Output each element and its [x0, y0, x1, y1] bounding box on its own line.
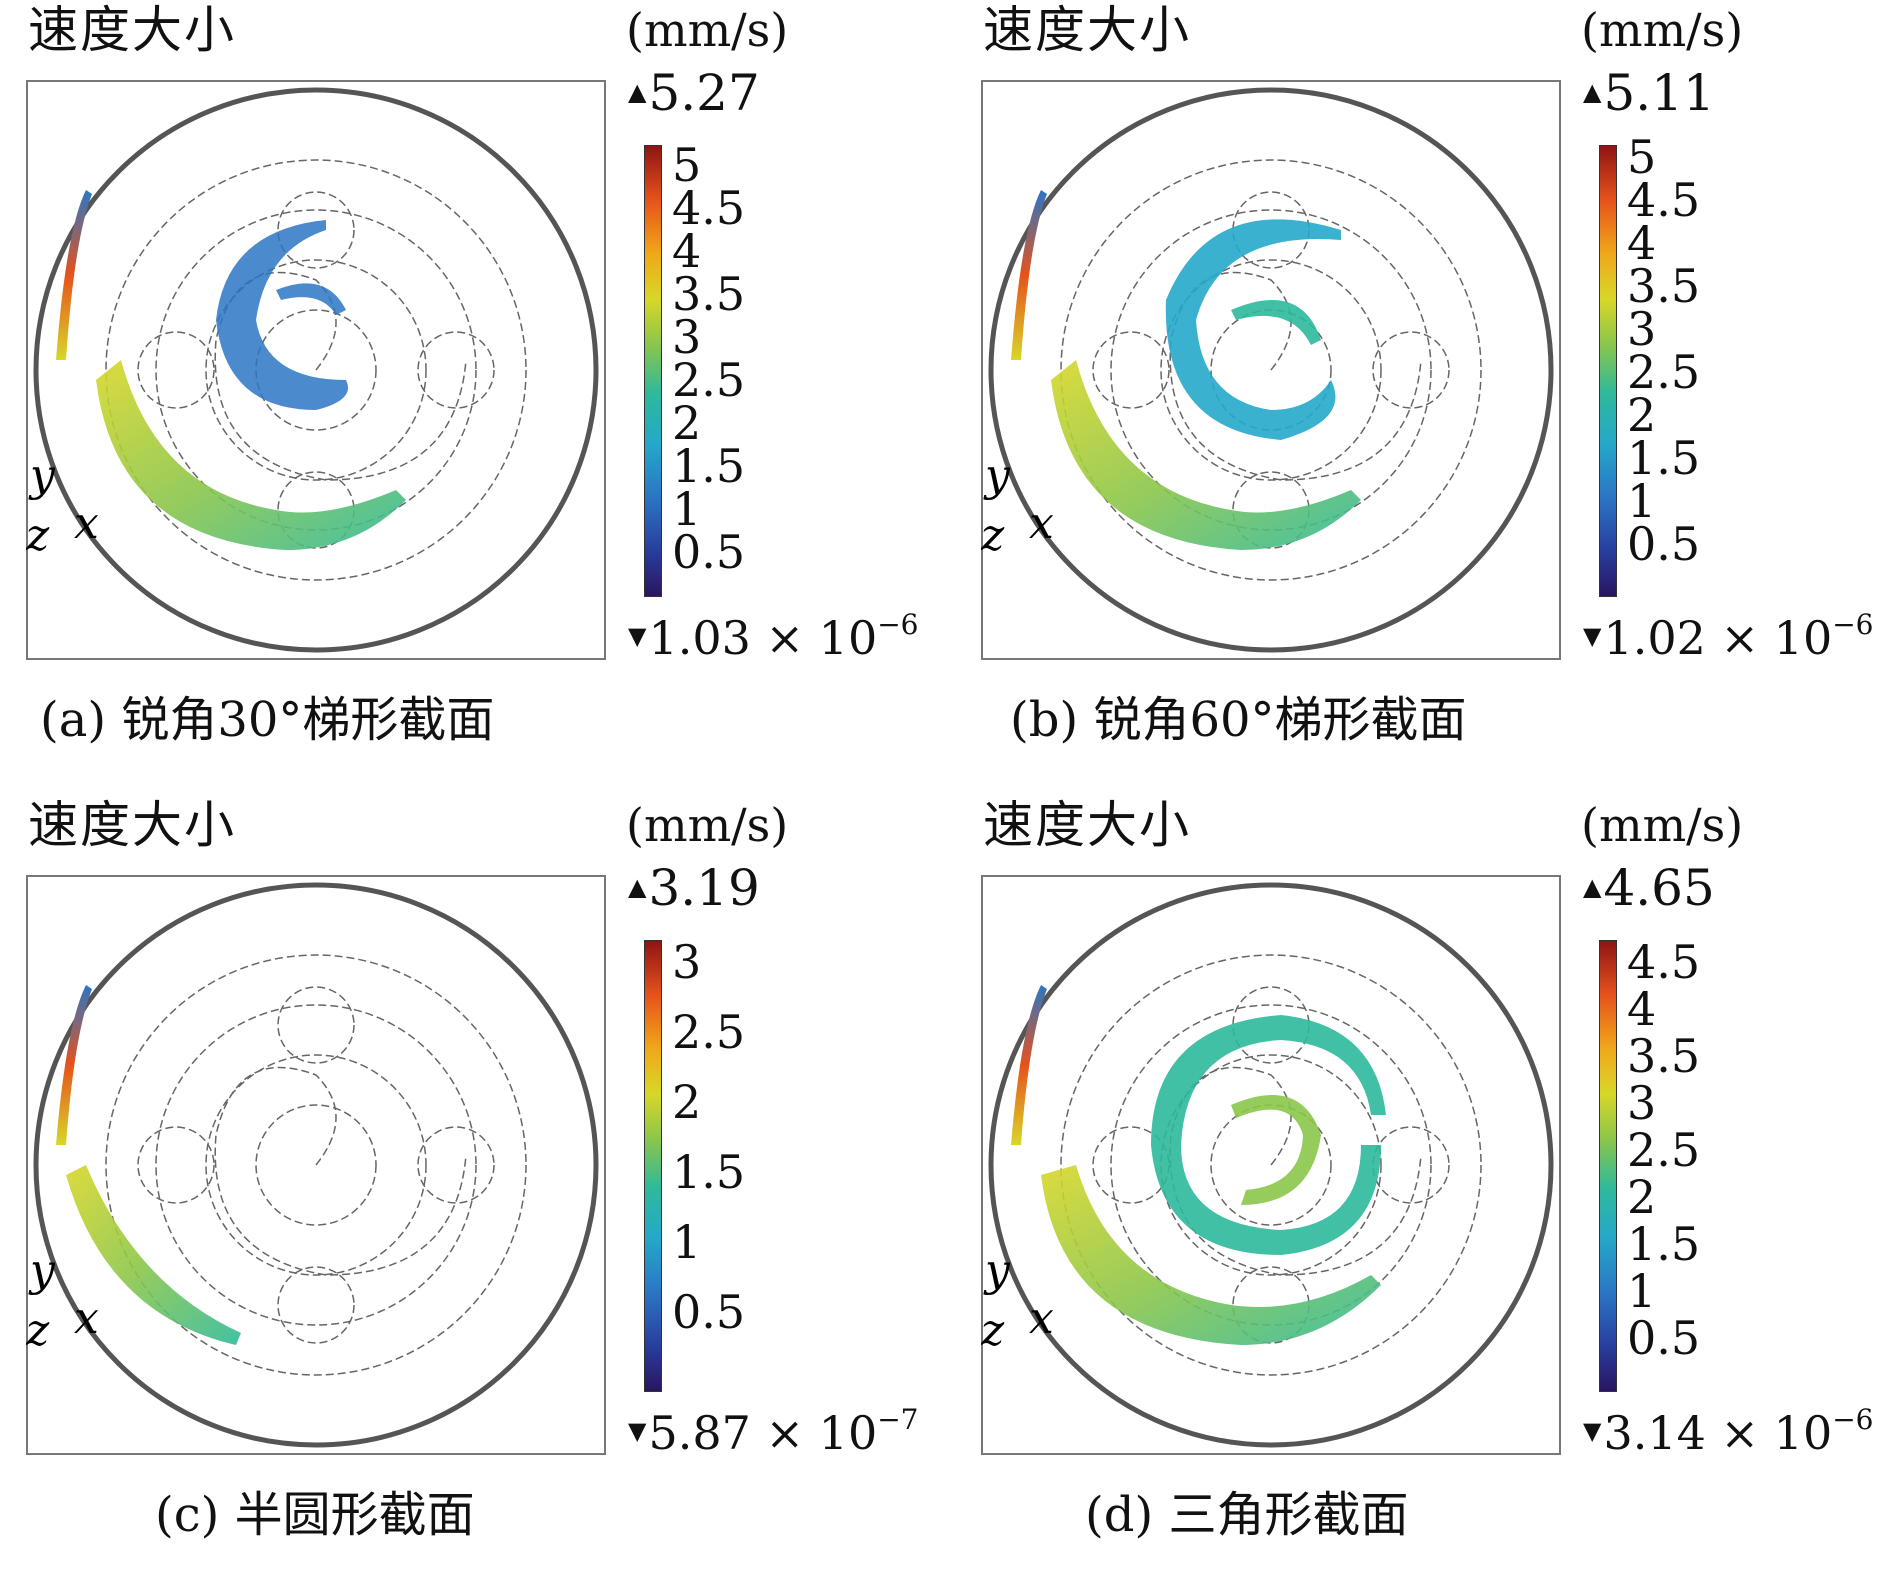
- velocity-plot: y z x: [26, 875, 606, 1455]
- velocity-plot: y z x: [981, 875, 1561, 1455]
- max-triangle-icon: ▲: [628, 873, 647, 901]
- max-value: ▲3.19: [628, 859, 760, 917]
- unit-label: (mm/s): [1581, 798, 1744, 852]
- unit-label: (mm/s): [626, 3, 789, 57]
- quantity-label: 速度大小: [28, 1, 236, 59]
- max-triangle-icon: ▲: [628, 78, 647, 106]
- panel-c: 速度大小 (mm/s) ▲3.19 y z x 3 2.5 2 1.5 1 0.…: [0, 795, 940, 1585]
- tick-label: 1.5: [672, 439, 746, 493]
- tick-label: 3: [1627, 302, 1657, 356]
- min-value: ▼5.87 × 10−7: [628, 1403, 919, 1460]
- axis-y-label: y: [983, 450, 1011, 501]
- panel-b: 速度大小 (mm/s) ▲5.11 y z x 5 4.5 4 3.5 3 2.…: [955, 0, 1888, 790]
- axis-z-label: z: [26, 1305, 50, 1356]
- tick-label: 3.5: [1627, 259, 1701, 313]
- axis-x-label: x: [74, 1293, 99, 1344]
- tick-label: 5: [672, 138, 702, 192]
- axis-z-label: z: [26, 510, 50, 561]
- velocity-plot: y z x: [26, 80, 606, 660]
- tick-label: 4.5: [1627, 173, 1701, 227]
- colorbar: [1599, 145, 1617, 597]
- tick-label: 1: [672, 1215, 702, 1269]
- tick-label: 2: [672, 1075, 702, 1129]
- axis-x-label: x: [74, 498, 99, 549]
- tick-label: 3.5: [672, 267, 746, 321]
- colorbar-ticks: 5 4.5 4 3.5 3 2.5 2 1.5 1 0.5: [672, 138, 782, 595]
- tick-label: 4.5: [672, 181, 746, 235]
- tick-label: 4.5: [1627, 935, 1701, 989]
- tick-label: 1.5: [672, 1145, 746, 1199]
- max-value: ▲4.65: [1583, 859, 1715, 917]
- min-triangle-icon: ▼: [628, 1417, 647, 1445]
- tick-label: 0.5: [1627, 1311, 1701, 1365]
- min-triangle-icon: ▼: [1583, 622, 1602, 650]
- tick-label: 3: [672, 935, 702, 989]
- tick-label: 4: [1627, 216, 1657, 270]
- quantity-label: 速度大小: [983, 1, 1191, 59]
- velocity-plot: y z x: [981, 80, 1561, 660]
- caption: (a) 锐角30°梯形截面: [40, 692, 495, 748]
- max-value: ▲5.27: [628, 64, 760, 122]
- panel-d: 速度大小 (mm/s) ▲4.65 y z x 4.5 4 3.5 3 2.5 …: [955, 795, 1888, 1585]
- quantity-label: 速度大小: [983, 796, 1191, 854]
- caption: (d) 三角形截面: [1085, 1487, 1409, 1543]
- tick-label: 2.5: [1627, 1123, 1701, 1177]
- tick-label: 3: [672, 310, 702, 364]
- max-triangle-icon: ▲: [1583, 873, 1602, 901]
- tick-label: 1: [1627, 474, 1657, 528]
- quantity-label: 速度大小: [28, 796, 236, 854]
- colorbar: [1599, 940, 1617, 1392]
- unit-label: (mm/s): [1581, 3, 1744, 57]
- tick-label: 0.5: [1627, 517, 1701, 571]
- min-triangle-icon: ▼: [1583, 1417, 1602, 1445]
- min-value: ▼3.14 × 10−6: [1583, 1403, 1874, 1460]
- tick-label: 3: [1627, 1076, 1657, 1130]
- axis-z-label: z: [981, 1305, 1005, 1356]
- tick-label: 4: [1627, 982, 1657, 1036]
- tick-label: 0.5: [672, 1285, 746, 1339]
- tick-label: 3.5: [1627, 1029, 1701, 1083]
- tick-label: 2.5: [672, 1005, 746, 1059]
- tick-label: 1.5: [1627, 431, 1701, 485]
- min-value: ▼1.03 × 10−6: [628, 608, 919, 665]
- tick-label: 2.5: [1627, 345, 1701, 399]
- tick-label: 1.5: [1627, 1217, 1701, 1271]
- tick-label: 1: [672, 482, 702, 536]
- max-triangle-icon: ▲: [1583, 78, 1602, 106]
- tick-label: 0.5: [672, 525, 746, 579]
- tick-label: 2: [672, 396, 702, 450]
- tick-label: 2: [1627, 1170, 1657, 1224]
- colorbar: [644, 940, 662, 1392]
- max-value: ▲5.11: [1583, 64, 1715, 122]
- unit-label: (mm/s): [626, 798, 789, 852]
- axis-y-label: y: [28, 1245, 56, 1296]
- colorbar-ticks: 4.5 4 3.5 3 2.5 2 1.5 1 0.5: [1627, 935, 1737, 1390]
- min-triangle-icon: ▼: [628, 622, 647, 650]
- colorbar-ticks: 3 2.5 2 1.5 1 0.5: [672, 935, 782, 1390]
- caption: (c) 半圆形截面: [155, 1487, 475, 1543]
- colorbar-ticks: 5 4.5 4 3.5 3 2.5 2 1.5 1 0.5: [1627, 134, 1737, 595]
- tick-label: 2.5: [672, 353, 746, 407]
- tick-label: 1: [1627, 1264, 1657, 1318]
- tick-label: 2: [1627, 388, 1657, 442]
- caption: (b) 锐角60°梯形截面: [1010, 692, 1467, 748]
- axis-y-label: y: [28, 450, 56, 501]
- panel-a: 速度大小 (mm/s) ▲5.27 y z x 5 4.5 4 3.5 3 2.…: [0, 0, 940, 790]
- axis-x-label: x: [1029, 1293, 1054, 1344]
- min-value: ▼1.02 × 10−6: [1583, 608, 1874, 665]
- tick-label: 4: [672, 224, 702, 278]
- axis-y-label: y: [983, 1245, 1011, 1296]
- colorbar: [644, 145, 662, 597]
- axis-z-label: z: [981, 510, 1005, 561]
- axis-x-label: x: [1029, 498, 1054, 549]
- tick-label: 5: [1627, 130, 1657, 184]
